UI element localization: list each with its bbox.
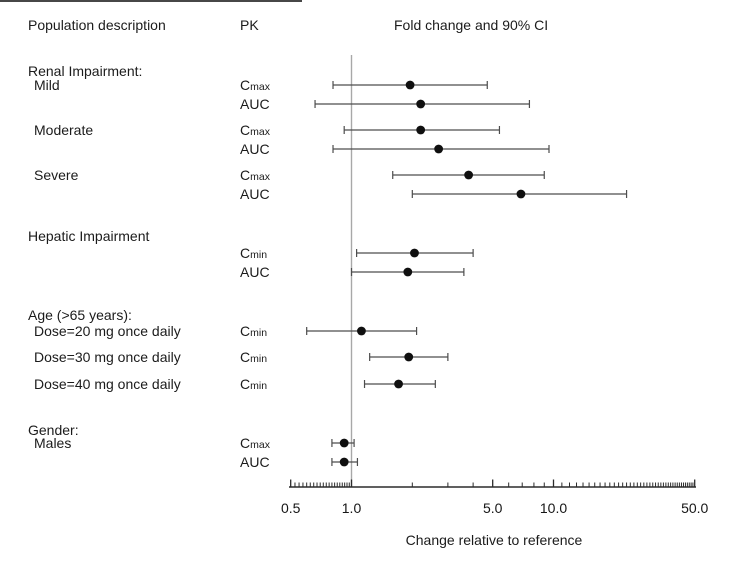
pk-metric-base: AUC [240,454,270,470]
point-estimate-dot [357,326,366,336]
point-estimate-dot [339,438,349,448]
pk-metric-base: C [240,245,251,261]
point-estimate-dot [464,170,474,180]
population-row-label: Males [34,435,72,451]
forest-row [363,379,436,389]
section-heading: Age (>65 years): [28,307,132,323]
point-estimate-dot [394,379,403,389]
population-row-label: Moderate [34,122,94,138]
pk-metric-label: Cmax [240,434,270,454]
pk-metric-label: AUC [240,95,270,115]
x-axis-major-ticks: 0.5 1.0 5.0 10.0 50.0 [281,479,709,516]
section-heading: Hepatic Impairment [28,228,150,244]
point-estimate-dot [403,267,413,277]
point-estimate-dot [410,248,419,258]
pk-metric-label: AUC [240,140,270,160]
x-axis-tick-label: 50.0 [681,500,708,516]
pk-metric-label: AUC [240,185,270,205]
forest-row [343,125,501,135]
x-axis-tick-label: 0.5 [281,500,301,516]
pk-metric-label: Cmax [240,76,270,96]
forest-row [392,170,545,180]
pk-metric-subscript: min [250,327,268,339]
pk-metric-base: C [240,349,251,365]
pk-metric-base: C [240,167,251,183]
population-row-label: Dose=40 mg once daily [34,376,181,392]
point-estimate-dot [339,457,349,467]
forest-row [350,267,465,277]
pk-metric-subscript: min [250,380,268,392]
forest-row [331,457,359,467]
point-estimate-dot [434,144,444,154]
pk-metric-label: AUC [240,263,270,283]
forest-row [411,189,628,199]
x-axis-tick-label: 10.0 [540,500,567,516]
top-edge-rule [0,0,302,2]
forest-row [369,352,449,362]
population-row-label: Mild [34,77,60,93]
column-header-population: Population description [28,17,166,33]
pk-metric-subscript: max [250,439,270,451]
point-estimate-dot [516,189,526,199]
section-heading: Gender: [28,422,79,438]
pk-metric-label: Cmax [240,166,270,186]
pk-metric-label: Cmin [240,322,267,342]
x-axis-tick-label: 1.0 [342,500,362,516]
pk-metric-subscript: max [250,81,270,93]
x-axis-tick-label: 5.0 [483,500,503,516]
forest-row [332,144,550,154]
pk-metric-label: Cmin [240,244,267,264]
point-estimate-dot [416,125,426,135]
population-row-label: Dose=30 mg once daily [34,349,181,365]
pk-metric-label: AUC [240,453,270,473]
pk-metric-base: C [240,323,251,339]
pk-metric-label: Cmin [240,375,267,395]
forest-row [331,438,355,448]
pk-metric-label: Cmax [240,121,270,141]
point-estimate-dot [416,99,426,109]
pk-metric-base: AUC [240,141,270,157]
column-header-fold-change: Fold change and 90% CI [394,17,549,33]
population-row-label: Dose=20 mg once daily [34,323,181,339]
x-axis-title: Change relative to reference [405,532,583,548]
forest-row [332,80,488,90]
pk-metric-subscript: max [250,126,270,138]
pk-metric-subscript: min [250,353,268,365]
forest-row [306,326,418,336]
forest-row [314,99,531,109]
point-estimate-dot [405,80,415,90]
x-axis-minor-ticks [294,482,694,487]
pk-metric-label: Cmin [240,348,267,368]
pk-metric-base: AUC [240,186,270,202]
section-heading: Renal Impairment: [28,63,143,79]
population-row-label: Severe [34,167,79,183]
pk-metric-base: C [240,435,251,451]
forest-row [356,248,474,258]
pk-metric-base: C [240,122,251,138]
column-header-pk: PK [240,17,259,33]
pk-metric-base: AUC [240,264,270,280]
pk-metric-subscript: max [250,171,270,183]
pk-metric-base: C [240,376,251,392]
pk-metric-subscript: min [250,249,268,261]
point-estimate-dot [404,352,414,362]
pk-metric-base: C [240,77,251,93]
pk-metric-base: AUC [240,96,270,112]
